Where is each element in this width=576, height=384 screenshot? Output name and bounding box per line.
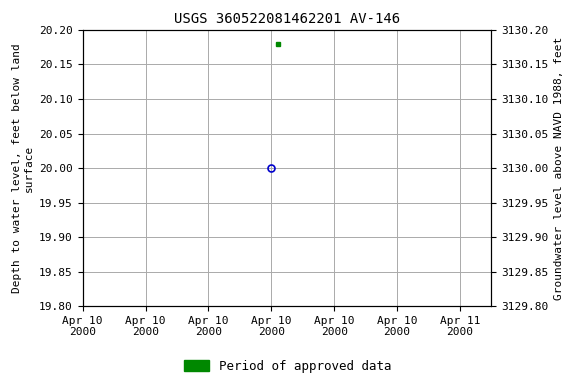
Y-axis label: Groundwater level above NAVD 1988, feet: Groundwater level above NAVD 1988, feet [554, 36, 564, 300]
Title: USGS 360522081462201 AV-146: USGS 360522081462201 AV-146 [174, 12, 400, 26]
Y-axis label: Depth to water level, feet below land
surface: Depth to water level, feet below land su… [12, 43, 33, 293]
Legend: Period of approved data: Period of approved data [179, 355, 397, 378]
